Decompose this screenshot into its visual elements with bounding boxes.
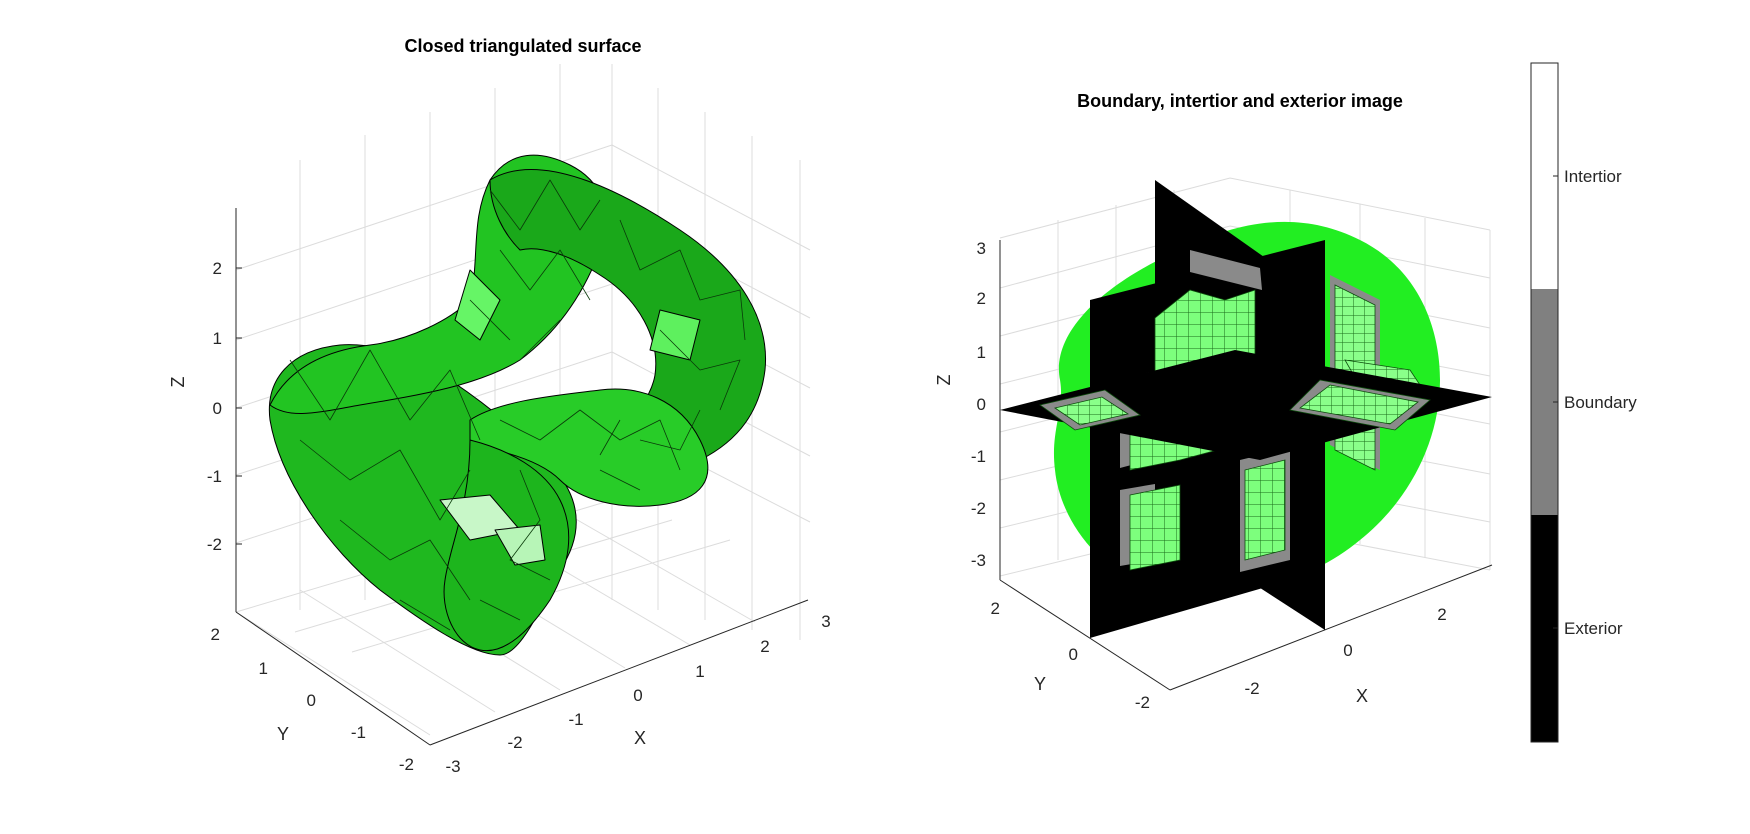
left-axes: Closed triangulated surface 2 1 0 -1 -2: [168, 36, 831, 776]
right-axes: Boundary, intertior and exterior image 3…: [934, 62, 1637, 743]
tube-inner-cross: [469, 388, 709, 507]
right-z-ticks: 3 2 1 0 -1 -2 -3: [971, 239, 986, 570]
right-x-label: X: [1356, 686, 1368, 706]
right-z-label: Z: [934, 375, 954, 386]
left-z-tick-label: 0: [213, 399, 222, 418]
left-y-label: Y: [277, 724, 289, 744]
right-z-tick-label: 0: [977, 395, 986, 414]
right-z-tick-label: 3: [977, 239, 986, 258]
right-z-tick-label: -1: [971, 447, 986, 466]
left-z-label: Z: [168, 377, 188, 388]
colorbar-label-exterior: Exterior: [1564, 619, 1623, 638]
colorbar: Intertior Boundary Exterior: [1530, 62, 1637, 743]
left-x-tick-label: 1: [695, 662, 704, 681]
right-z-tick-label: -3: [971, 551, 986, 570]
left-z-tick-label: -2: [207, 535, 222, 554]
left-x-tick-label: 0: [633, 686, 642, 705]
right-y-axis: [999, 579, 1171, 691]
left-y-axis: [235, 611, 431, 746]
highlight-facet: [494, 524, 546, 566]
right-z-tick-label: 2: [977, 289, 986, 308]
left-y-tick-label: 2: [211, 625, 220, 644]
left-y-tick-label: -1: [351, 723, 366, 742]
right-y-tick-label: 0: [1069, 645, 1078, 664]
left-x-ticks: -3 -2 -1 0 1 2 3: [445, 612, 830, 776]
right-y-tick-label: 2: [991, 599, 1000, 618]
left-y-tick-label: -2: [399, 755, 414, 774]
left-title: Closed triangulated surface: [404, 36, 641, 56]
right-x-tick-label: 2: [1437, 605, 1446, 624]
left-z-tick-label: 1: [213, 329, 222, 348]
left-x-tick-label: -2: [507, 733, 522, 752]
right-x-axis: [1169, 564, 1493, 691]
left-x-axis: [429, 599, 809, 746]
left-z-tick-label: -1: [207, 467, 222, 486]
right-y-tick-label: -2: [1135, 693, 1150, 712]
right-y-ticks: 2 0 -2: [991, 599, 1150, 712]
right-y-label: Y: [1034, 674, 1046, 694]
colorbar-label-boundary: Boundary: [1564, 393, 1637, 412]
left-z-ticks: 2 1 0 -1 -2: [207, 259, 242, 554]
left-y-ticks: 2 1 0 -1 -2: [211, 625, 414, 774]
right-x-ticks: -2 0 2: [1244, 605, 1446, 698]
left-z-tick-label: 2: [213, 259, 222, 278]
left-x-tick-label: 2: [760, 637, 769, 656]
left-x-tick-label: -3: [445, 757, 460, 776]
left-x-tick-label: 3: [821, 612, 830, 631]
mesh-lines: [289, 179, 746, 631]
triangulated-surface: [268, 154, 767, 656]
interior-voxels-floor: [1039, 379, 1431, 431]
right-x-tick-label: -2: [1244, 679, 1259, 698]
left-x-label: X: [634, 728, 646, 748]
colorbar-label-intertior: Intertior: [1564, 167, 1622, 186]
right-z-tick-label: 1: [977, 343, 986, 362]
slice-xy: [1000, 350, 1492, 460]
right-title: Boundary, intertior and exterior image: [1077, 91, 1403, 111]
highlight-facet: [454, 269, 501, 341]
left-y-tick-label: 1: [259, 659, 268, 678]
left-y-tick-label: 0: [307, 691, 316, 710]
right-x-tick-label: 0: [1343, 641, 1352, 660]
left-x-tick-label: -1: [568, 710, 583, 729]
right-z-tick-label: -2: [971, 499, 986, 518]
